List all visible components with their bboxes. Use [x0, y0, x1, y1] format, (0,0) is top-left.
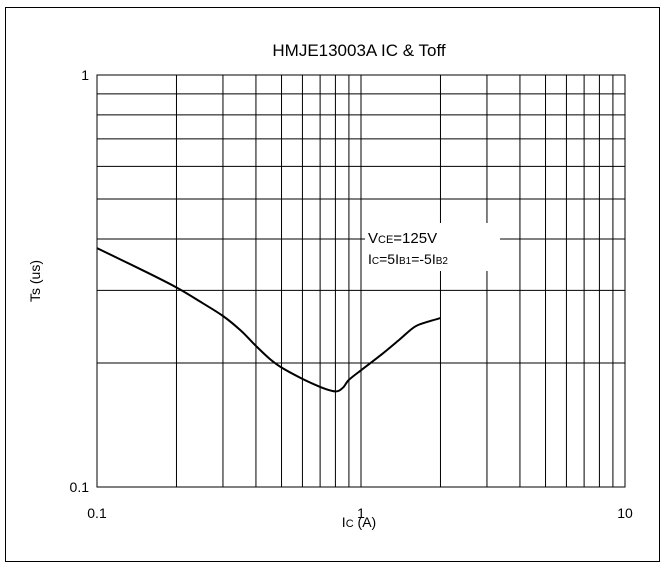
annotation-line-2: IC=5IB1=-5IB2 — [368, 251, 448, 267]
x-axis-label-sub: C — [346, 518, 354, 530]
y-tick-label: 1 — [81, 67, 89, 83]
series-line — [96, 247, 441, 393]
x-tick-label: 10 — [617, 505, 633, 521]
chart-title: HMJE13003A IC & Toff — [272, 41, 446, 60]
x-tick-label: 1 — [357, 505, 365, 521]
y-tick-label: 0.1 — [70, 479, 90, 495]
y-axis-label: Ts (us) — [27, 260, 43, 302]
x-axis-label-main: I — [342, 514, 346, 530]
chart-frame — [5, 7, 660, 562]
x-axis-label: IC (A) — [342, 514, 376, 530]
annotation: VCE=125V IC=5IB1=-5IB2 — [365, 223, 500, 271]
grid — [97, 75, 625, 487]
annotation-line-1: VCE=125V — [368, 230, 437, 247]
tick-labels: 0.1 1 10 0.1 1 — [70, 67, 633, 521]
x-tick-label: 0.1 — [87, 505, 107, 521]
plot-area — [96, 74, 626, 488]
annotation-background — [365, 223, 500, 271]
x-axis-label-unit: (A) — [354, 514, 377, 530]
